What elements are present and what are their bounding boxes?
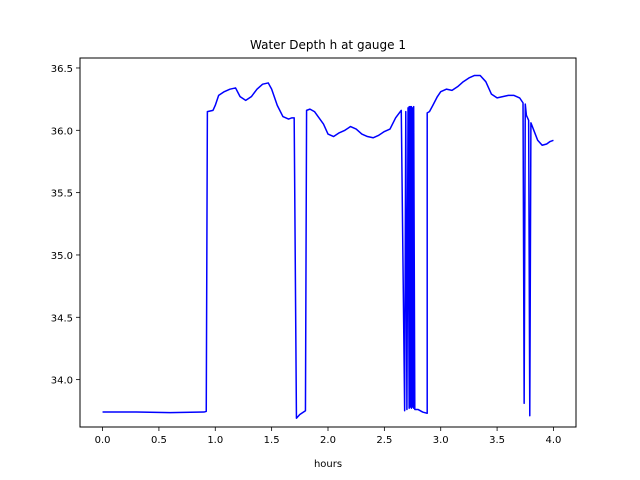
x-tick-label: 1.0 xyxy=(207,435,223,446)
y-tick-label: 35.5 xyxy=(51,189,73,200)
plot-frame xyxy=(79,57,577,428)
x-tick-label: 2.0 xyxy=(320,435,336,446)
y-tick-label: 34.0 xyxy=(51,376,73,387)
x-axis-label: hours xyxy=(314,459,342,470)
x-tick-label: 1.5 xyxy=(264,435,280,446)
y-tick-label: 35.0 xyxy=(51,251,73,262)
x-tick-label: 2.5 xyxy=(376,435,392,446)
chart-title: Water Depth h at gauge 1 xyxy=(250,38,406,52)
y-tick-label: 36.0 xyxy=(51,126,73,137)
x-tick-label: 4.0 xyxy=(546,435,562,446)
x-tick-label: 3.0 xyxy=(433,435,449,446)
x-tick-label: 0.5 xyxy=(151,435,167,446)
x-tick-label: 3.5 xyxy=(489,435,505,446)
y-tick-label: 36.5 xyxy=(51,64,73,75)
y-tick-label: 34.5 xyxy=(51,313,73,324)
x-tick-label: 0.0 xyxy=(95,435,111,446)
series-line-0 xyxy=(102,74,554,420)
